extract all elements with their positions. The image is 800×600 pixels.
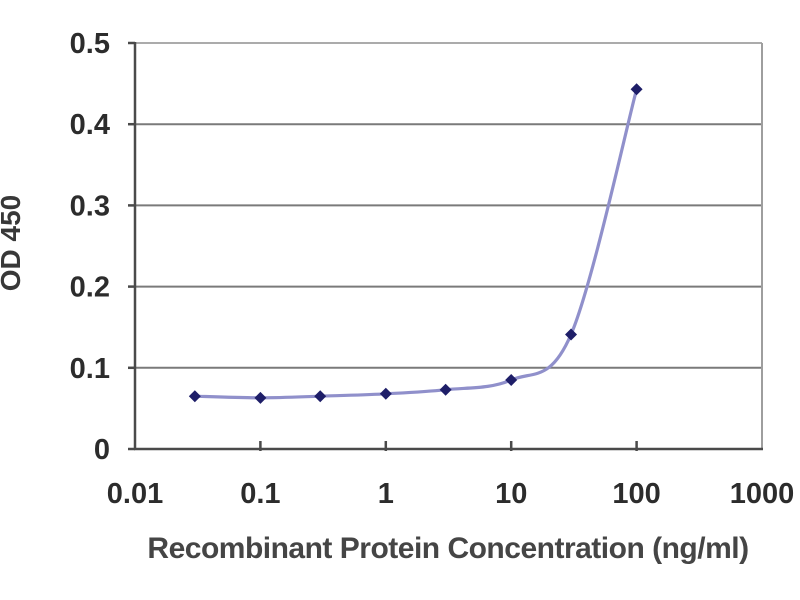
x-axis-title: Recombinant Protein Concentration (ng/ml…	[147, 532, 748, 565]
data-series	[188, 83, 643, 404]
y-tick-label: 0.3	[70, 190, 110, 222]
x-tick-label: 10	[495, 478, 527, 510]
data-point-marker	[630, 83, 643, 96]
data-point-marker	[314, 390, 327, 403]
y-tick-label: 0	[94, 434, 110, 466]
x-tick-label: 1	[378, 478, 394, 510]
data-point-marker	[379, 387, 392, 400]
y-tick-label: 0.2	[70, 272, 110, 304]
x-tick-label: 100	[612, 478, 660, 510]
x-tick-label: 0.1	[240, 478, 280, 510]
tick-labels: 0 0.1 0.2 0.3 0.4 0.5 0.01 0.1 1 10 100 1000	[70, 28, 795, 510]
x-tick-label: 1000	[730, 478, 795, 510]
axes	[128, 41, 763, 451]
data-point-marker	[565, 328, 578, 341]
x-tick-label: 0.01	[107, 478, 163, 510]
data-point-marker	[439, 383, 452, 396]
gridlines	[135, 42, 763, 449]
data-point-marker	[188, 390, 201, 403]
y-tick-label: 0.5	[70, 28, 110, 60]
data-point-marker	[505, 373, 518, 386]
data-point-marker	[254, 391, 267, 404]
series-line	[193, 87, 639, 400]
y-axis-title: OD 450	[0, 195, 26, 292]
y-tick-label: 0.1	[70, 353, 110, 385]
y-tick-label: 0.4	[70, 109, 110, 141]
